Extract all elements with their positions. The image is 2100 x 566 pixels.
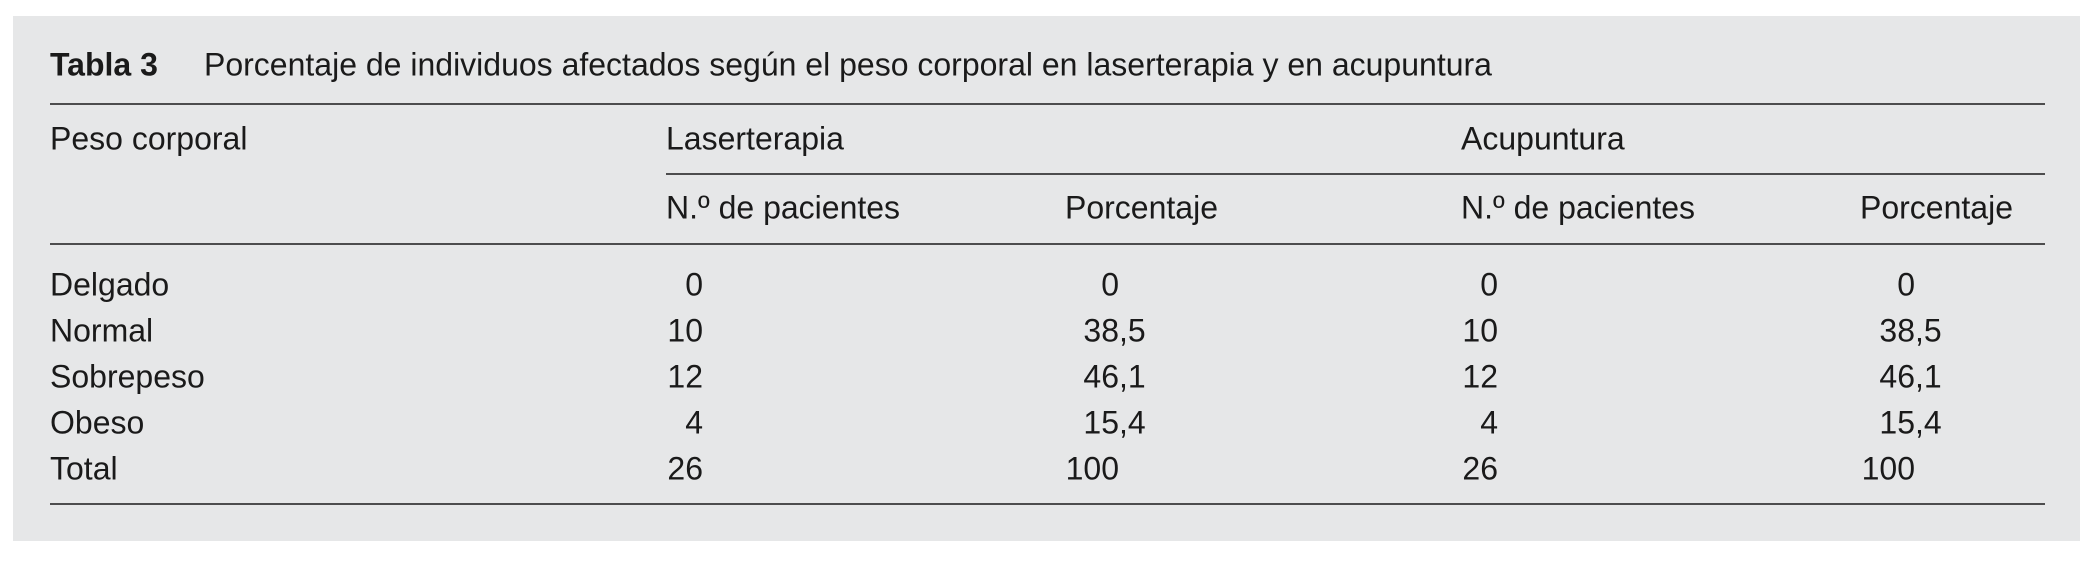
subheader: N.º de pacientes xyxy=(1461,189,1695,225)
cell: 26 xyxy=(667,450,703,486)
cell: 10 xyxy=(667,312,703,348)
cell: 100 xyxy=(1862,450,1915,486)
cell: 100 xyxy=(1066,450,1119,486)
cell: 0 xyxy=(1101,266,1119,302)
cell: 12 xyxy=(667,358,703,394)
cell: 0 xyxy=(1897,266,1915,302)
table-label: Tabla 3 xyxy=(50,46,158,82)
cell: 26 xyxy=(1462,450,1498,486)
cell: 46,1 xyxy=(1083,358,1145,394)
cell: 38,5 xyxy=(1879,312,1941,348)
cell: 38,5 xyxy=(1083,312,1145,348)
row-label: Normal xyxy=(50,312,153,348)
group-header: Acupuntura xyxy=(1461,120,1625,156)
cell: 0 xyxy=(1480,266,1498,302)
cell: 15,4 xyxy=(1879,404,1941,440)
cell: 10 xyxy=(1462,312,1498,348)
table-background xyxy=(13,16,2080,541)
row-header: Peso corporal xyxy=(50,120,247,156)
cell: 12 xyxy=(1462,358,1498,394)
row-label: Obeso xyxy=(50,404,144,440)
row-label: Total xyxy=(50,450,118,486)
cell: 4 xyxy=(685,404,703,440)
row-label: Delgado xyxy=(50,266,169,302)
cell: 46,1 xyxy=(1879,358,1941,394)
subheader: Porcentaje xyxy=(1065,189,1218,225)
subheader: N.º de pacientes xyxy=(666,189,900,225)
cell: 0 xyxy=(685,266,703,302)
row-label: Sobrepeso xyxy=(50,358,205,394)
subheader: Porcentaje xyxy=(1860,189,2013,225)
table-title: Porcentaje de individuos afectados según… xyxy=(204,46,1492,82)
cell: 15,4 xyxy=(1083,404,1145,440)
cell: 4 xyxy=(1480,404,1498,440)
group-header: Laserterapia xyxy=(666,120,844,156)
